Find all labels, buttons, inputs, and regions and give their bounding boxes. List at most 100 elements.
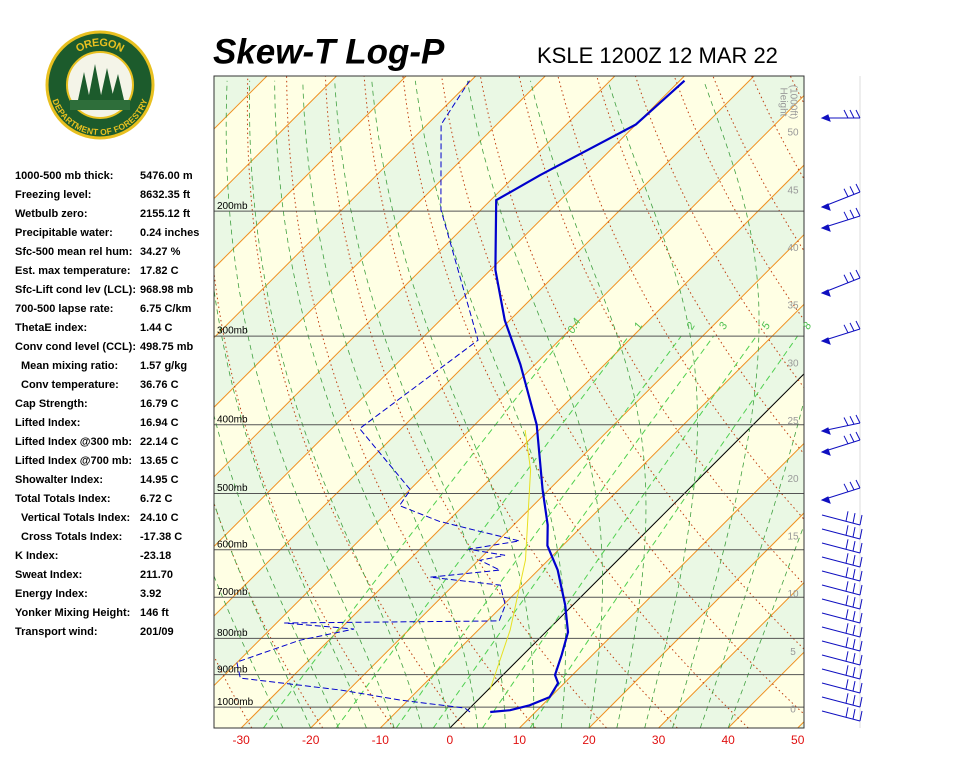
- index-value: 211.70: [140, 569, 173, 581]
- index-value: 13.65 C: [140, 455, 179, 467]
- barb-feather: [856, 432, 860, 440]
- barb-flag: [822, 338, 830, 344]
- x-tick-label: 20: [582, 733, 596, 747]
- barb-feather: [844, 189, 848, 197]
- index-label: Mean mixing ratio:: [21, 360, 118, 372]
- index-label: Energy Index:: [15, 588, 88, 600]
- barb-feather: [853, 709, 855, 719]
- barb-feather: [853, 625, 855, 635]
- barb-feather: [846, 707, 848, 717]
- barb-feather: [856, 480, 860, 488]
- height-title: (1000ft): [787, 85, 798, 119]
- barb-feather: [846, 679, 848, 689]
- barb-feather: [853, 555, 855, 565]
- barb-flag: [822, 449, 830, 455]
- index-value: 3.92: [140, 588, 161, 600]
- index-label: Sfc-500 mean rel hum:: [15, 246, 132, 258]
- barb-flag: [822, 225, 830, 231]
- index-value: 0.24 inches: [140, 227, 199, 239]
- pressure-label: 200mb: [217, 201, 248, 212]
- index-label: Est. max temperature:: [15, 265, 131, 277]
- index-label: Cross Totals Index:: [21, 531, 122, 543]
- dry-adiabat: [790, 76, 960, 728]
- barb-feather: [856, 415, 860, 423]
- index-label: Lifted Index:: [15, 417, 80, 429]
- barb-flag: [822, 204, 830, 210]
- height-label: 50: [787, 128, 799, 139]
- index-value: 5476.00 m: [140, 170, 193, 182]
- index-value: 16.79 C: [140, 398, 179, 410]
- barb-feather: [846, 693, 848, 703]
- barb-flag: [822, 115, 830, 121]
- barb-feather: [846, 525, 848, 535]
- barb-feather: [853, 583, 855, 593]
- index-label: Sweat Index:: [15, 569, 82, 581]
- index-label: ThetaE index:: [15, 322, 87, 334]
- barb-feather: [850, 272, 854, 280]
- index-value: 1.57 g/kg: [140, 360, 187, 372]
- barb-feather: [856, 208, 860, 216]
- barb-feather: [844, 436, 848, 444]
- barb-feather: [844, 212, 848, 220]
- barb-feather: [846, 581, 848, 591]
- height-label: 10: [787, 589, 799, 600]
- barb-feather: [850, 323, 854, 331]
- pressure-label: 300mb: [217, 326, 248, 337]
- index-label: Wetbulb zero:: [15, 208, 88, 220]
- index-label: Total Totals Index:: [15, 493, 111, 505]
- height-label: 25: [787, 416, 799, 427]
- index-value: 16.94 C: [140, 417, 179, 429]
- index-label: Transport wind:: [15, 626, 98, 638]
- index-value: 201/09: [140, 626, 174, 638]
- barb-feather: [853, 541, 855, 551]
- dry-adiabat: [907, 76, 960, 728]
- barb-feather: [850, 210, 854, 218]
- barb-feather: [844, 418, 848, 426]
- index-label: Lifted Index @300 mb:: [15, 436, 132, 448]
- index-label: 700-500 lapse rate:: [15, 303, 113, 315]
- index-value: -17.38 C: [140, 531, 182, 543]
- height-label: 0: [790, 705, 796, 716]
- index-label: Vertical Totals Index:: [21, 512, 130, 524]
- dry-adiabat: [829, 76, 960, 728]
- index-value: 146 ft: [140, 607, 169, 619]
- dry-adiabat: [868, 76, 960, 728]
- height-label: 30: [787, 358, 799, 369]
- index-value: 968.98 mb: [140, 284, 193, 296]
- logo: OREGON DEPARTMENT OF FORESTRY: [47, 32, 153, 138]
- barb-feather: [853, 611, 855, 621]
- index-label: Sfc-Lift cond lev (LCL):: [15, 284, 136, 296]
- index-value: -23.18: [140, 550, 171, 562]
- barb-feather: [853, 695, 855, 705]
- height-label: 5: [790, 647, 796, 658]
- index-label: Lifted Index @700 mb:: [15, 455, 132, 467]
- barb-feather: [846, 665, 848, 675]
- barb-feather: [853, 667, 855, 677]
- index-label: Showalter Index:: [15, 474, 103, 486]
- dry-adiabat: [946, 76, 960, 728]
- barb-flag: [822, 290, 830, 296]
- barb-feather: [846, 553, 848, 563]
- index-label: Conv temperature:: [21, 379, 119, 391]
- index-value: 6.75 C/km: [140, 303, 192, 315]
- height-title: Height: [777, 88, 788, 117]
- barb-feather: [850, 482, 854, 490]
- index-value: 6.72 C: [140, 493, 172, 505]
- barb-feather: [853, 639, 855, 649]
- barb-feather: [844, 275, 848, 283]
- index-value: 14.95 C: [140, 474, 179, 486]
- x-tick-label: 40: [721, 733, 735, 747]
- x-tick-label: -10: [372, 733, 390, 747]
- index-value: 34.27 %: [140, 246, 181, 258]
- pressure-label: 1000mb: [217, 697, 254, 708]
- pressure-label: 600mb: [217, 539, 248, 550]
- height-label: 15: [787, 532, 799, 543]
- pressure-label: 500mb: [217, 483, 248, 494]
- barb-feather: [856, 321, 860, 329]
- index-value: 8632.35 ft: [140, 189, 190, 201]
- barb-feather: [850, 434, 854, 442]
- x-tick-label: 30: [652, 733, 666, 747]
- pressure-label: 800mb: [217, 628, 248, 639]
